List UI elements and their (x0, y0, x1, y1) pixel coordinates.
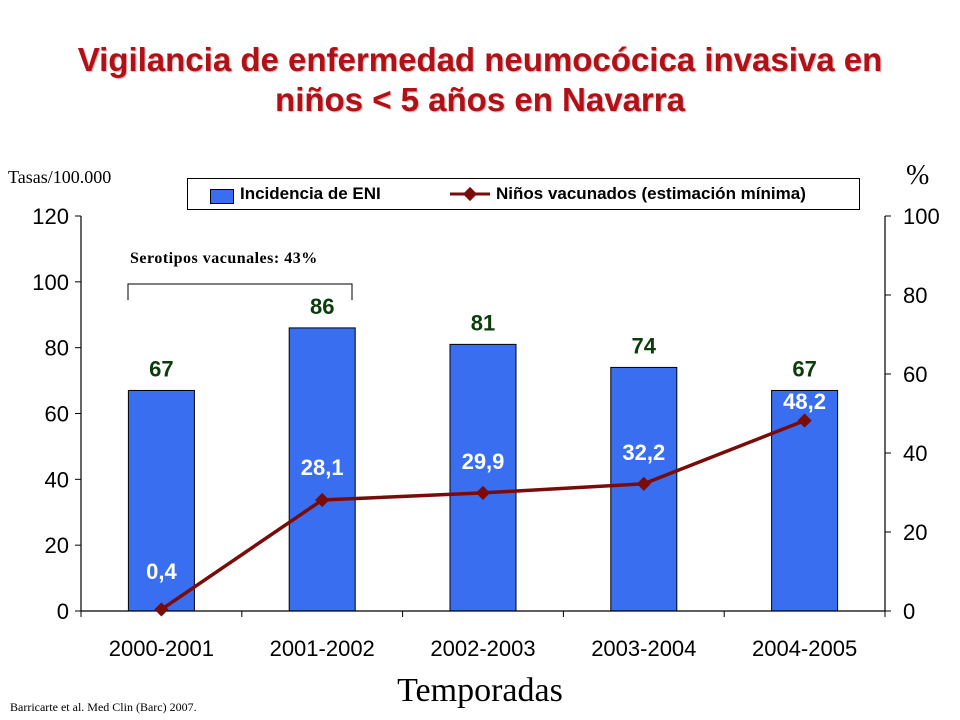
y-right-tick-label: 40 (903, 441, 927, 466)
y-left-tick-label: 80 (45, 336, 69, 361)
x-tick-label: 2002-2003 (430, 636, 535, 661)
legend-bar-swatch (210, 189, 234, 204)
y-right-tick-label: 100 (903, 204, 940, 229)
serotipos-annotation: Serotipos vacunales: 43% (130, 250, 318, 267)
y-left-tick-label: 120 (32, 204, 69, 229)
line-marker-2001-2002 (315, 492, 330, 508)
bar-2002-2003 (449, 343, 517, 612)
legend-line-swatch (450, 186, 490, 202)
bar-value-label: 81 (471, 310, 495, 335)
y-right-tick-label: 80 (903, 283, 927, 308)
y-left-caption: Tasas/100.000 (8, 167, 112, 187)
y-right-tick-label: 20 (903, 520, 927, 545)
y-right-tick-label: 60 (903, 362, 927, 387)
serotipos-bracket (127, 283, 353, 300)
chart-title: Vigilancia de enfermedad neumocócica inv… (20, 40, 940, 120)
y-right-caption: % (906, 160, 930, 191)
legend: Incidencia de ENI Niños vacunados (estim… (187, 178, 860, 210)
x-axis-title: Temporadas (397, 672, 563, 709)
y-right-tick-label: 0 (903, 599, 915, 624)
legend-label-bars: Incidencia de ENI (240, 184, 381, 203)
bar-2001-2002 (288, 327, 356, 612)
line-value-label: 28,1 (301, 455, 344, 480)
bar-value-label: 67 (792, 356, 816, 381)
x-tick-label: 2003-2004 (591, 636, 696, 661)
y-left-tick-label: 40 (45, 467, 69, 492)
line-value-label: 29,9 (462, 449, 505, 474)
line-marker-2003-2004 (636, 476, 651, 491)
title-line-1: Vigilancia de enfermedad neumocócica inv… (77, 41, 883, 78)
bar-value-label: 74 (632, 333, 657, 358)
x-tick-label: 2001-2002 (270, 636, 375, 661)
x-tick-label: 2000-2001 (109, 636, 214, 661)
y-left-tick-label: 60 (45, 402, 69, 427)
bar-value-label: 86 (310, 294, 334, 319)
x-tick-label: 2004-2005 (752, 636, 857, 661)
bar-2000-2001 (127, 389, 195, 612)
line-marker-2000-2001 (154, 602, 169, 617)
line-value-label: 32,2 (622, 440, 665, 465)
line-value-label: 48,2 (783, 389, 826, 414)
y-left-tick-label: 100 (32, 270, 69, 295)
line-marker-2002-2003 (475, 485, 491, 500)
y-left-tick-label: 20 (45, 533, 69, 558)
title-line-2: niños < 5 años en Navarra (275, 81, 685, 118)
legend-label-line: Niños vacunados (estimación mínima) (496, 184, 806, 203)
bar-value-label: 67 (149, 356, 173, 381)
line-marker-2004-2005 (797, 413, 812, 428)
line-value-label: 0,4 (146, 559, 177, 584)
y-left-tick-label: 0 (57, 599, 69, 624)
source-citation: Barricarte et al. Med Clin (Barc) 2007. (10, 700, 197, 714)
